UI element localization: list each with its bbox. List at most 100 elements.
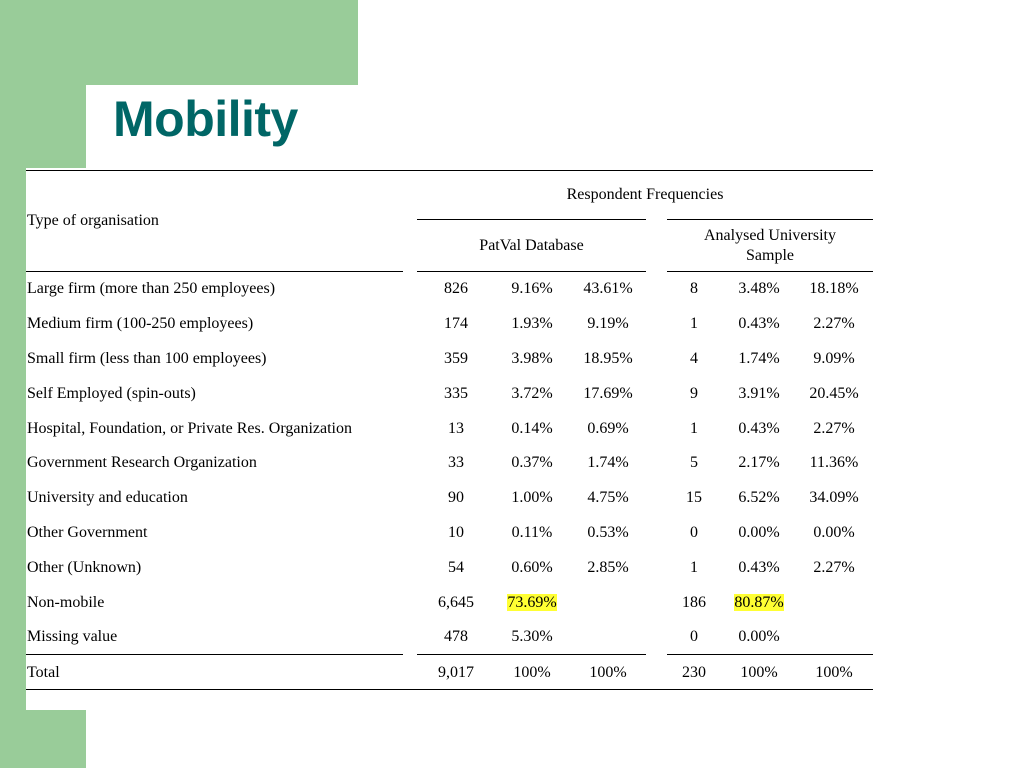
patval-percent: 0.37% (511, 454, 553, 471)
patval-mobile-percent: 17.69% (583, 385, 633, 402)
patval-percent: 3.72% (511, 385, 553, 402)
rule-header-label (26, 271, 403, 272)
patval-mobile-percent: 0.69% (587, 420, 629, 437)
university-mobile-percent: 2.27% (813, 559, 855, 576)
patval-mobile-percent: 1.74% (587, 454, 629, 471)
university-count: 8 (690, 280, 698, 297)
patval-percent: 0.60% (511, 559, 553, 576)
university-percent: 3.91% (738, 385, 780, 402)
patval-percent: 5.30% (511, 628, 553, 645)
rule-header-patval (417, 271, 646, 272)
university-count: 9 (690, 385, 698, 402)
university-percent: 100% (740, 664, 778, 681)
patval-percent: 9.16% (511, 280, 553, 297)
rule-bottom (26, 689, 873, 690)
university-percent: 0.43% (738, 315, 780, 332)
header-type-label: Type of organisation (27, 212, 159, 229)
university-percent: 0.00% (738, 524, 780, 541)
university-count: 230 (682, 664, 706, 681)
patval-percent: 1.93% (511, 315, 553, 332)
patval-count: 90 (448, 489, 464, 506)
rule-top (26, 170, 873, 171)
university-mobile-percent: 34.09% (809, 489, 859, 506)
patval-count: 174 (444, 315, 468, 332)
university-percent: 0.00% (738, 628, 780, 645)
row-label: Missing value (27, 628, 118, 645)
rule-total-label (26, 654, 403, 655)
university-mobile-percent: 0.00% (813, 524, 855, 541)
row-label: Other (Unknown) (27, 559, 142, 576)
row-label: Small firm (less than 100 employees) (27, 350, 267, 367)
patval-mobile-percent: 100% (589, 664, 627, 681)
mobility-table: Type of organisation Respondent Frequenc… (26, 170, 873, 691)
university-percent: 0.43% (738, 420, 780, 437)
patval-count: 359 (444, 350, 468, 367)
slide-title: Mobility (113, 91, 298, 147)
rule-total-patval (417, 654, 646, 655)
patval-count: 9,017 (438, 664, 474, 681)
university-count: 5 (690, 454, 698, 471)
university-count: 0 (690, 628, 698, 645)
row-label: Large firm (more than 250 employees) (27, 280, 276, 297)
patval-count: 335 (444, 385, 468, 402)
university-percent: 1.74% (738, 350, 780, 367)
header-respondent-frequencies: Respondent Frequencies (566, 186, 724, 203)
patval-count: 54 (448, 559, 464, 576)
patval-percent: 73.69% (501, 594, 563, 612)
rule-header-university (667, 271, 873, 272)
patval-count: 10 (448, 524, 464, 541)
patval-count: 6,645 (438, 594, 474, 611)
patval-mobile-percent: 4.75% (587, 489, 629, 506)
university-mobile-percent: 100% (815, 664, 853, 681)
university-percent: 3.48% (738, 280, 780, 297)
university-count: 4 (690, 350, 698, 367)
patval-count: 33 (448, 454, 464, 471)
university-mobile-percent: 2.27% (813, 420, 855, 437)
patval-mobile-percent: 43.61% (583, 280, 633, 297)
university-mobile-percent: 9.09% (813, 350, 855, 367)
university-percent: 0.43% (738, 559, 780, 576)
row-label: Hospital, Foundation, or Private Res. Or… (27, 420, 352, 437)
patval-mobile-percent: 2.85% (587, 559, 629, 576)
university-mobile-percent: 2.27% (813, 315, 855, 332)
row-label: Total (27, 664, 60, 681)
university-mobile-percent: 18.18% (809, 280, 859, 297)
university-count: 1 (690, 315, 698, 332)
patval-count: 13 (448, 420, 464, 437)
highlighted-value: 73.69% (507, 594, 557, 611)
university-percent: 80.87% (730, 594, 788, 612)
highlighted-value: 80.87% (734, 594, 784, 611)
university-percent: 2.17% (738, 454, 780, 471)
row-label: Government Research Organization (27, 454, 257, 471)
header-university-line1: Analysed University (704, 227, 836, 244)
rule-group-patval (417, 219, 646, 220)
row-label: University and education (27, 489, 188, 506)
header-patval: PatVal Database (479, 237, 584, 254)
patval-mobile-percent: 0.53% (587, 524, 629, 541)
row-label: Non-mobile (27, 594, 105, 611)
patval-percent: 0.14% (511, 420, 553, 437)
university-mobile-percent: 11.36% (809, 454, 859, 471)
patval-mobile-percent: 9.19% (587, 315, 629, 332)
patval-mobile-percent: 18.95% (583, 350, 633, 367)
row-label: Medium firm (100-250 employees) (27, 315, 254, 332)
university-count: 1 (690, 559, 698, 576)
rule-total-university (667, 654, 873, 655)
rule-group-university (667, 219, 873, 220)
patval-count: 478 (444, 628, 468, 645)
university-count: 186 (682, 594, 706, 611)
patval-percent: 3.98% (511, 350, 553, 367)
patval-percent: 1.00% (511, 489, 553, 506)
university-mobile-percent: 20.45% (809, 385, 859, 402)
university-count: 0 (690, 524, 698, 541)
patval-percent: 0.11% (511, 524, 553, 541)
university-count: 15 (686, 489, 702, 506)
university-count: 1 (690, 420, 698, 437)
row-label: Other Government (27, 524, 148, 541)
patval-percent: 100% (513, 664, 551, 681)
table-background (26, 168, 86, 710)
patval-count: 826 (444, 280, 468, 297)
university-percent: 6.52% (738, 489, 780, 506)
row-label: Self Employed (spin-outs) (27, 385, 196, 402)
header-university-line2: Sample (746, 247, 794, 264)
